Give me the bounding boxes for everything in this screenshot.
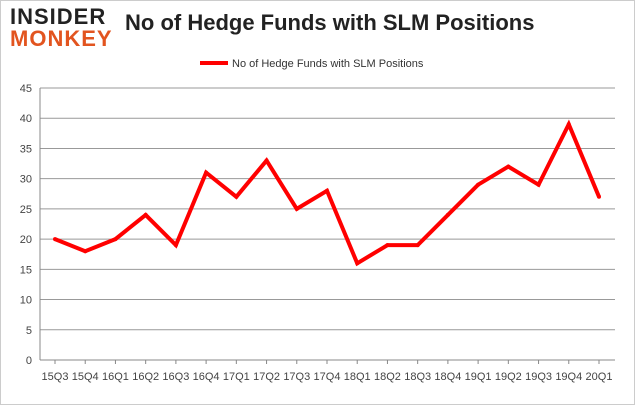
data-point bbox=[476, 182, 481, 187]
x-tick-label: 19Q2 bbox=[495, 371, 522, 383]
data-point bbox=[325, 188, 329, 193]
data-point bbox=[536, 182, 541, 187]
data-point bbox=[566, 122, 571, 127]
data-point bbox=[234, 194, 239, 199]
x-tick-label: 16Q2 bbox=[132, 371, 159, 383]
y-tick-label: 0 bbox=[26, 355, 32, 367]
data-point bbox=[506, 164, 511, 169]
logo-line1: INSIDER bbox=[10, 4, 107, 29]
x-tick-label: 19Q4 bbox=[555, 371, 582, 383]
x-tick-label: 17Q2 bbox=[253, 371, 280, 383]
x-tick-label: 19Q3 bbox=[525, 371, 552, 383]
x-tick-label: 19Q1 bbox=[465, 371, 492, 383]
y-tick-label: 15 bbox=[20, 264, 32, 276]
y-tick-label: 30 bbox=[20, 174, 32, 186]
y-tick-label: 10 bbox=[20, 295, 32, 307]
y-tick-label: 25 bbox=[20, 204, 32, 216]
y-tick-label: 5 bbox=[26, 325, 32, 337]
x-tick-label: 16Q1 bbox=[102, 371, 129, 383]
x-tick-label: 20Q1 bbox=[586, 371, 613, 383]
y-tick-label: 35 bbox=[20, 143, 32, 155]
y-tick-label: 20 bbox=[20, 234, 32, 246]
x-tick-label: 17Q4 bbox=[314, 371, 341, 383]
x-tick-label: 18Q1 bbox=[344, 371, 371, 383]
y-tick-label: 40 bbox=[20, 113, 32, 125]
data-point bbox=[355, 261, 360, 266]
data-point bbox=[173, 243, 178, 248]
data-point bbox=[445, 212, 450, 217]
x-tick-label: 18Q2 bbox=[374, 371, 401, 383]
x-tick-label: 18Q4 bbox=[434, 371, 461, 383]
x-tick-label: 15Q3 bbox=[42, 371, 69, 383]
insider-monkey-logo: INSIDER MONKEY bbox=[10, 6, 113, 50]
x-tick-label: 18Q3 bbox=[404, 371, 431, 383]
data-point bbox=[83, 249, 88, 254]
data-point bbox=[294, 206, 299, 211]
data-point bbox=[143, 212, 148, 217]
x-tick-label: 15Q4 bbox=[72, 371, 99, 383]
data-point bbox=[385, 243, 390, 248]
data-point bbox=[204, 170, 209, 175]
y-tick-label: 45 bbox=[20, 83, 32, 95]
data-point bbox=[415, 243, 420, 248]
chart-title: No of Hedge Funds with SLM Positions bbox=[125, 10, 535, 35]
series-line bbox=[54, 119, 601, 267]
x-tick-label: 17Q1 bbox=[223, 371, 250, 383]
x-tick-label: 16Q4 bbox=[193, 371, 220, 383]
x-tick-label: 17Q3 bbox=[283, 371, 310, 383]
data-point bbox=[113, 237, 118, 242]
data-point bbox=[264, 158, 269, 163]
data-point bbox=[53, 237, 57, 242]
legend-label: No of Hedge Funds with SLM Positions bbox=[232, 58, 424, 70]
logo-line2: MONKEY bbox=[10, 26, 113, 51]
data-point bbox=[597, 194, 601, 199]
x-tick-label: 16Q3 bbox=[162, 371, 189, 383]
